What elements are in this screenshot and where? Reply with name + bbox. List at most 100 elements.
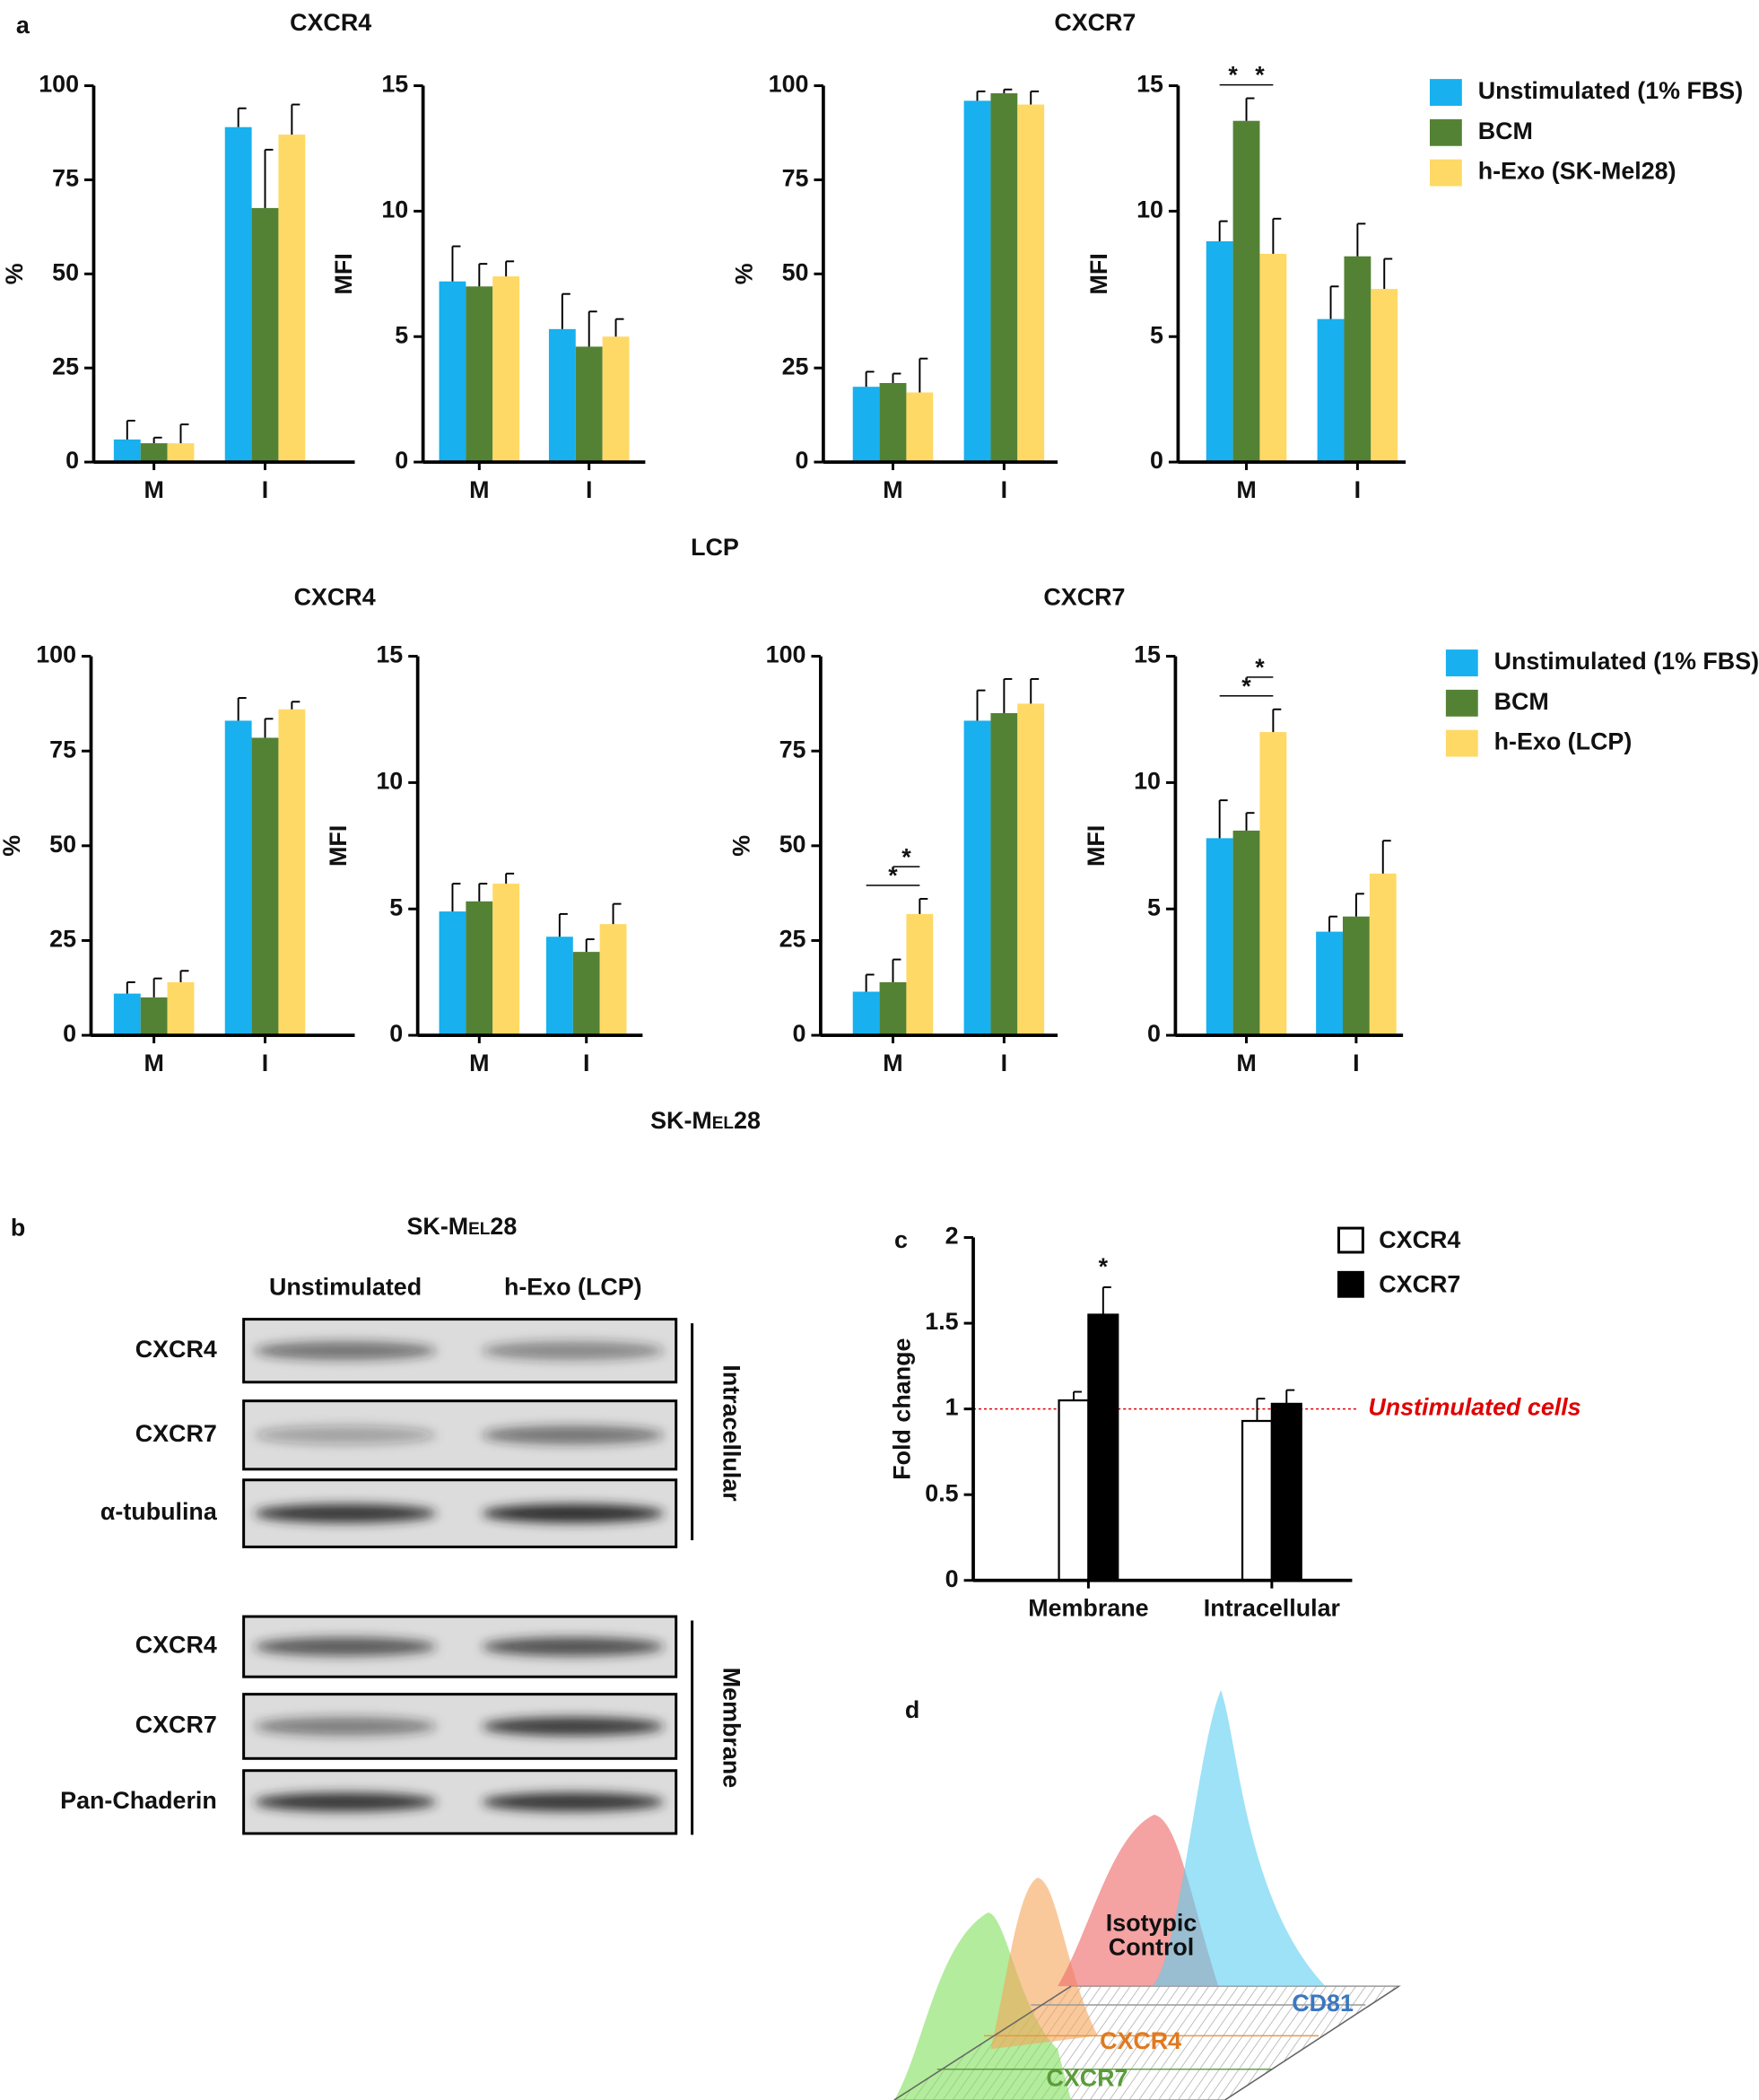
- bar: [224, 126, 252, 463]
- legend-label: CXCR7: [1379, 1270, 1460, 1297]
- panel-label: d: [905, 1696, 919, 1723]
- y-tick-label: 25: [779, 926, 806, 953]
- chart: 0 5 10 15 M I MFI * * Unstimulated (1% FBS) BCM h-E…: [1085, 62, 1743, 503]
- y-tick-label: 0: [395, 447, 408, 474]
- y-tick-label: 15: [1136, 71, 1163, 98]
- blot-band: [254, 1637, 437, 1657]
- y-tick-label: 0: [389, 1020, 403, 1047]
- figure-content: a b c d LCP SK-Mel28 SK-Mel28 Unstimulated h-Exo…: [0, 9, 1759, 2100]
- significance-label: *: [1241, 673, 1251, 700]
- legend-swatch: [1445, 689, 1478, 717]
- blot-band: [254, 1503, 437, 1523]
- x-tick-label: I: [262, 476, 268, 503]
- bar: [599, 924, 627, 1036]
- legend-swatch: [1445, 729, 1478, 757]
- panel-label: a: [16, 12, 30, 39]
- blot-band: [482, 1717, 665, 1736]
- legend-swatch: [1429, 118, 1462, 146]
- x-tick-label: I: [262, 1050, 268, 1076]
- y-tick-label: 75: [779, 736, 806, 762]
- y-tick-label: 10: [1136, 196, 1163, 222]
- row-label: SK-Mel28: [650, 1107, 761, 1134]
- bar: [1087, 1313, 1119, 1582]
- flow-label: CXCR4: [1100, 2027, 1181, 2054]
- y-axis-label: MFI: [1083, 825, 1110, 867]
- y-tick-label: 1.5: [925, 1308, 958, 1335]
- bar: [492, 884, 520, 1036]
- bar: [906, 913, 934, 1036]
- blot-row-label: Pan-Chaderin: [60, 1787, 217, 1814]
- y-tick-label: 75: [782, 165, 809, 192]
- plane-edge: [1224, 1985, 1400, 2100]
- panel-label: c: [894, 1226, 908, 1253]
- blot-band: [254, 1717, 437, 1736]
- x-tick-label: I: [1353, 1050, 1359, 1076]
- bar: [1369, 873, 1397, 1036]
- significance-label: *: [1228, 62, 1238, 89]
- bar: [963, 100, 991, 463]
- x-tick-label: I: [583, 1050, 589, 1076]
- legend-swatch: [1337, 1270, 1364, 1298]
- chart-title: CXCR4: [290, 9, 371, 36]
- y-tick-label: 75: [52, 165, 79, 192]
- y-tick-label: 5: [395, 321, 408, 348]
- bar: [1259, 732, 1287, 1036]
- y-tick-label: 10: [381, 196, 408, 222]
- bar: [852, 387, 880, 463]
- significance-label: *: [1255, 654, 1265, 681]
- bar: [572, 952, 600, 1036]
- blot-column: h-Exo (LCP): [504, 1273, 642, 1300]
- bar: [990, 712, 1018, 1036]
- x-tick-label: M: [1236, 476, 1256, 503]
- y-tick-label: 15: [1134, 641, 1161, 668]
- bar: [1344, 256, 1371, 463]
- bar: [879, 382, 907, 463]
- y-tick-label: 75: [49, 736, 76, 762]
- y-axis-label: MFI: [325, 825, 352, 867]
- significance-label: *: [1099, 1253, 1109, 1280]
- blot-row-label: α-tubulina: [100, 1498, 218, 1525]
- y-axis-label: %: [730, 263, 757, 284]
- bar: [545, 937, 573, 1036]
- y-tick-label: 0: [796, 447, 809, 474]
- y-tick-label: 0: [945, 1565, 959, 1592]
- bar: [113, 993, 141, 1036]
- blot-band: [482, 1637, 665, 1657]
- x-tick-label: M: [883, 1050, 902, 1076]
- y-axis-label: MFI: [330, 253, 357, 294]
- blot-band: [482, 1503, 665, 1523]
- chart-title: CXCR4: [294, 583, 376, 610]
- blot-band: [482, 1341, 665, 1361]
- bar: [439, 911, 466, 1036]
- x-tick-label: M: [883, 476, 902, 503]
- legend-label: Unstimulated (1% FBS): [1478, 77, 1743, 104]
- bar: [575, 346, 603, 463]
- bar: [1270, 1402, 1302, 1582]
- chart: 0 5 10 15 M I MFI: [325, 641, 643, 1076]
- x-tick-label: Membrane: [1028, 1595, 1148, 1622]
- y-tick-label: 25: [49, 926, 76, 953]
- bar: [113, 439, 141, 463]
- bar: [1232, 830, 1260, 1036]
- bar: [548, 328, 576, 463]
- bar: [466, 286, 493, 463]
- bar: [1316, 931, 1343, 1036]
- legend-label: BCM: [1478, 118, 1533, 144]
- y-tick-label: 50: [52, 258, 79, 285]
- bar: [879, 981, 907, 1036]
- bar: [251, 737, 279, 1036]
- bar: [167, 443, 195, 463]
- significance-label: *: [888, 862, 898, 889]
- y-tick-label: 100: [769, 71, 809, 98]
- blot-row-label: CXCR4: [135, 1336, 217, 1363]
- chart: 0 5 10 15 M I MFI: [330, 71, 646, 503]
- y-tick-label: 2: [945, 1223, 959, 1250]
- blot-band: [254, 1425, 437, 1445]
- bar: [1259, 253, 1287, 463]
- chart-title: CXCR7: [1054, 9, 1136, 36]
- flow-histogram: [893, 1690, 1402, 2100]
- bar: [251, 207, 279, 463]
- y-tick-label: 5: [1150, 321, 1163, 348]
